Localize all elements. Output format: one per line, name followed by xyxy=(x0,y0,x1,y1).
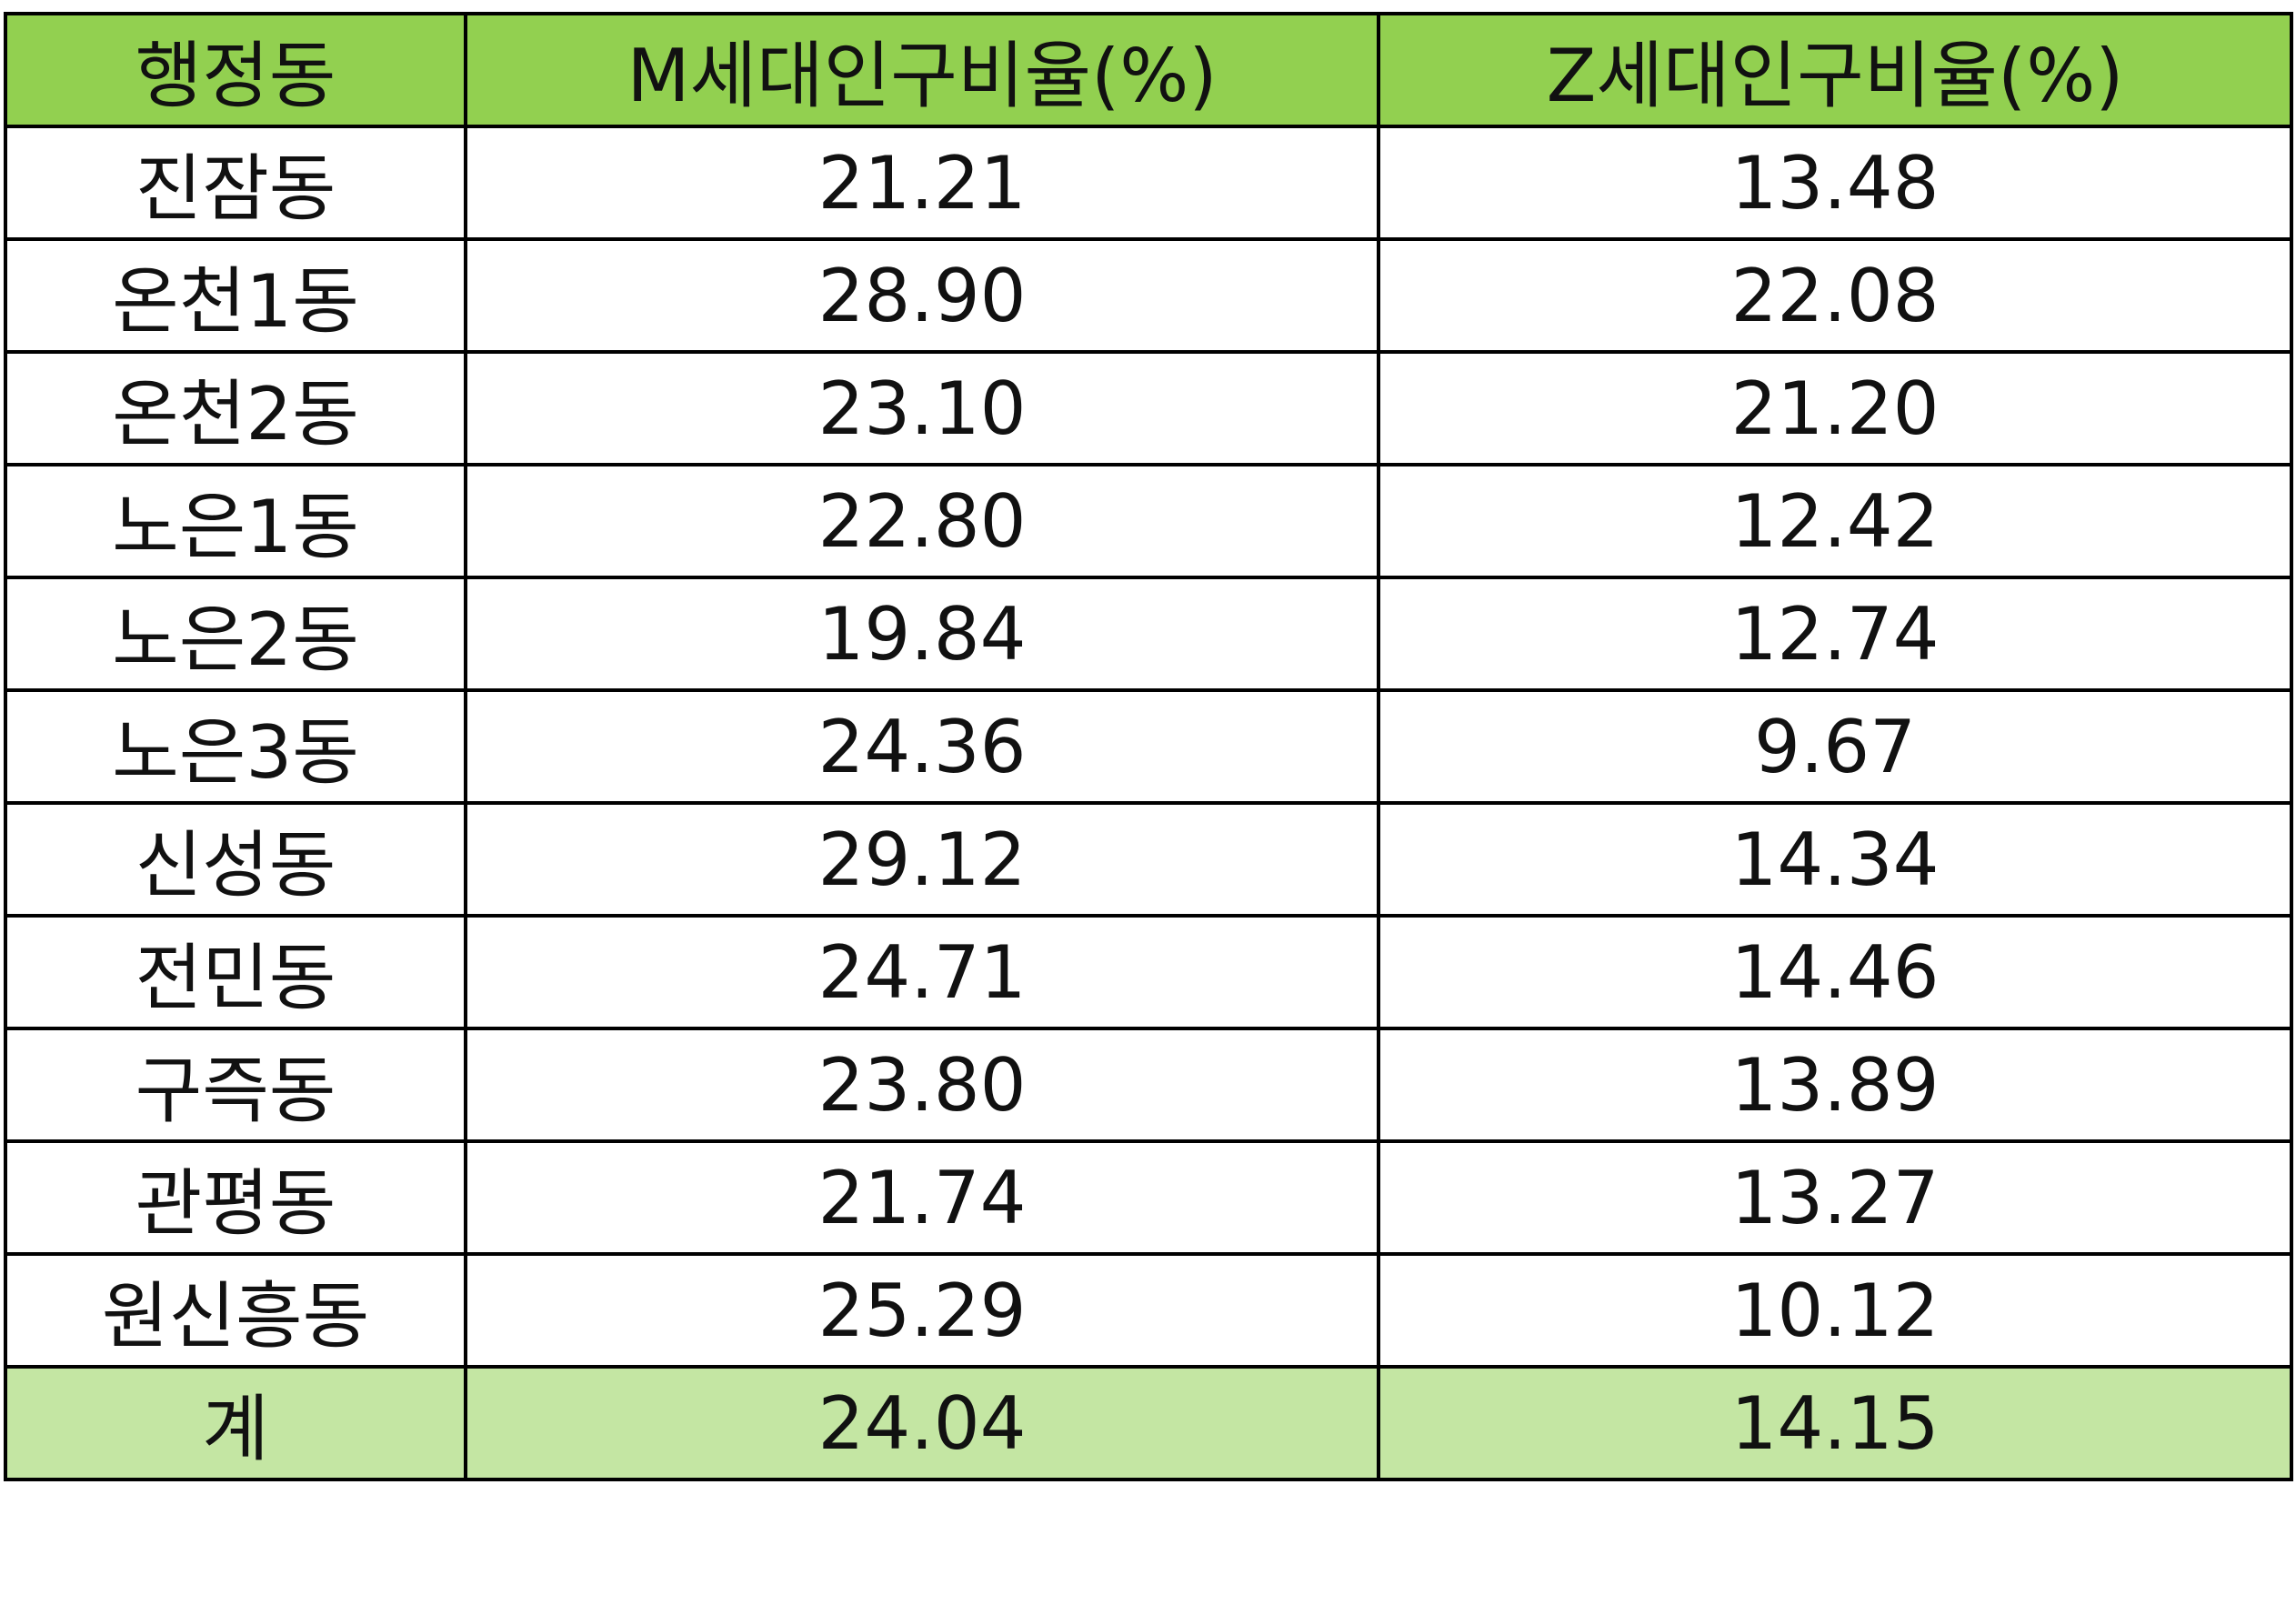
table-header-row: 행정동 M세대인구비율(%) Z세대인구비율(%) xyxy=(4,12,2293,128)
table-row: 전민동 24.71 14.46 xyxy=(4,914,2293,1030)
total-z-ratio-cell: 14.15 xyxy=(1377,1365,2293,1481)
m-ratio-cell: 19.84 xyxy=(464,576,1380,692)
table-row: 원신흥동 25.29 10.12 xyxy=(4,1252,2293,1369)
district-cell: 구즉동 xyxy=(4,1027,467,1143)
m-ratio-cell: 23.80 xyxy=(464,1027,1380,1143)
district-cell: 온천2동 xyxy=(4,350,467,466)
district-cell: 진잠동 xyxy=(4,125,467,241)
z-ratio-cell: 13.48 xyxy=(1377,125,2293,241)
table-row: 노은3동 24.36 9.67 xyxy=(4,688,2293,805)
m-ratio-cell: 29.12 xyxy=(464,801,1380,918)
district-cell: 전민동 xyxy=(4,914,467,1030)
table-row: 노은1동 22.80 12.42 xyxy=(4,463,2293,579)
z-ratio-cell: 14.46 xyxy=(1377,914,2293,1030)
table-row: 신성동 29.12 14.34 xyxy=(4,801,2293,918)
header-m-generation-ratio: M세대인구비율(%) xyxy=(464,12,1380,128)
header-district: 행정동 xyxy=(4,12,467,128)
total-label-cell: 계 xyxy=(4,1365,467,1481)
m-ratio-cell: 23.10 xyxy=(464,350,1380,466)
m-ratio-cell: 28.90 xyxy=(464,237,1380,354)
z-ratio-cell: 14.34 xyxy=(1377,801,2293,918)
district-cell: 노은1동 xyxy=(4,463,467,579)
z-ratio-cell: 12.74 xyxy=(1377,576,2293,692)
m-ratio-cell: 22.80 xyxy=(464,463,1380,579)
table-row: 온천1동 28.90 22.08 xyxy=(4,237,2293,354)
total-row: 계 24.04 14.15 xyxy=(4,1365,2293,1481)
population-ratio-table-container: 행정동 M세대인구비율(%) Z세대인구비율(%) 진잠동 21.21 13.4… xyxy=(4,12,2293,1481)
m-ratio-cell: 21.21 xyxy=(464,125,1380,241)
table-row: 관평동 21.74 13.27 xyxy=(4,1139,2293,1256)
population-ratio-table: 행정동 M세대인구비율(%) Z세대인구비율(%) 진잠동 21.21 13.4… xyxy=(4,12,2293,1481)
z-ratio-cell: 21.20 xyxy=(1377,350,2293,466)
total-m-ratio-cell: 24.04 xyxy=(464,1365,1380,1481)
table-row: 구즉동 23.80 13.89 xyxy=(4,1027,2293,1143)
m-ratio-cell: 21.74 xyxy=(464,1139,1380,1256)
district-cell: 신성동 xyxy=(4,801,467,918)
m-ratio-cell: 24.36 xyxy=(464,688,1380,805)
district-cell: 노은3동 xyxy=(4,688,467,805)
z-ratio-cell: 10.12 xyxy=(1377,1252,2293,1369)
z-ratio-cell: 9.67 xyxy=(1377,688,2293,805)
z-ratio-cell: 13.27 xyxy=(1377,1139,2293,1256)
table-row: 온천2동 23.10 21.20 xyxy=(4,350,2293,466)
district-cell: 노은2동 xyxy=(4,576,467,692)
header-z-generation-ratio: Z세대인구비율(%) xyxy=(1377,12,2293,128)
table-row: 노은2동 19.84 12.74 xyxy=(4,576,2293,692)
table-row: 진잠동 21.21 13.48 xyxy=(4,125,2293,241)
z-ratio-cell: 12.42 xyxy=(1377,463,2293,579)
district-cell: 원신흥동 xyxy=(4,1252,467,1369)
m-ratio-cell: 25.29 xyxy=(464,1252,1380,1369)
district-cell: 관평동 xyxy=(4,1139,467,1256)
district-cell: 온천1동 xyxy=(4,237,467,354)
m-ratio-cell: 24.71 xyxy=(464,914,1380,1030)
z-ratio-cell: 22.08 xyxy=(1377,237,2293,354)
z-ratio-cell: 13.89 xyxy=(1377,1027,2293,1143)
